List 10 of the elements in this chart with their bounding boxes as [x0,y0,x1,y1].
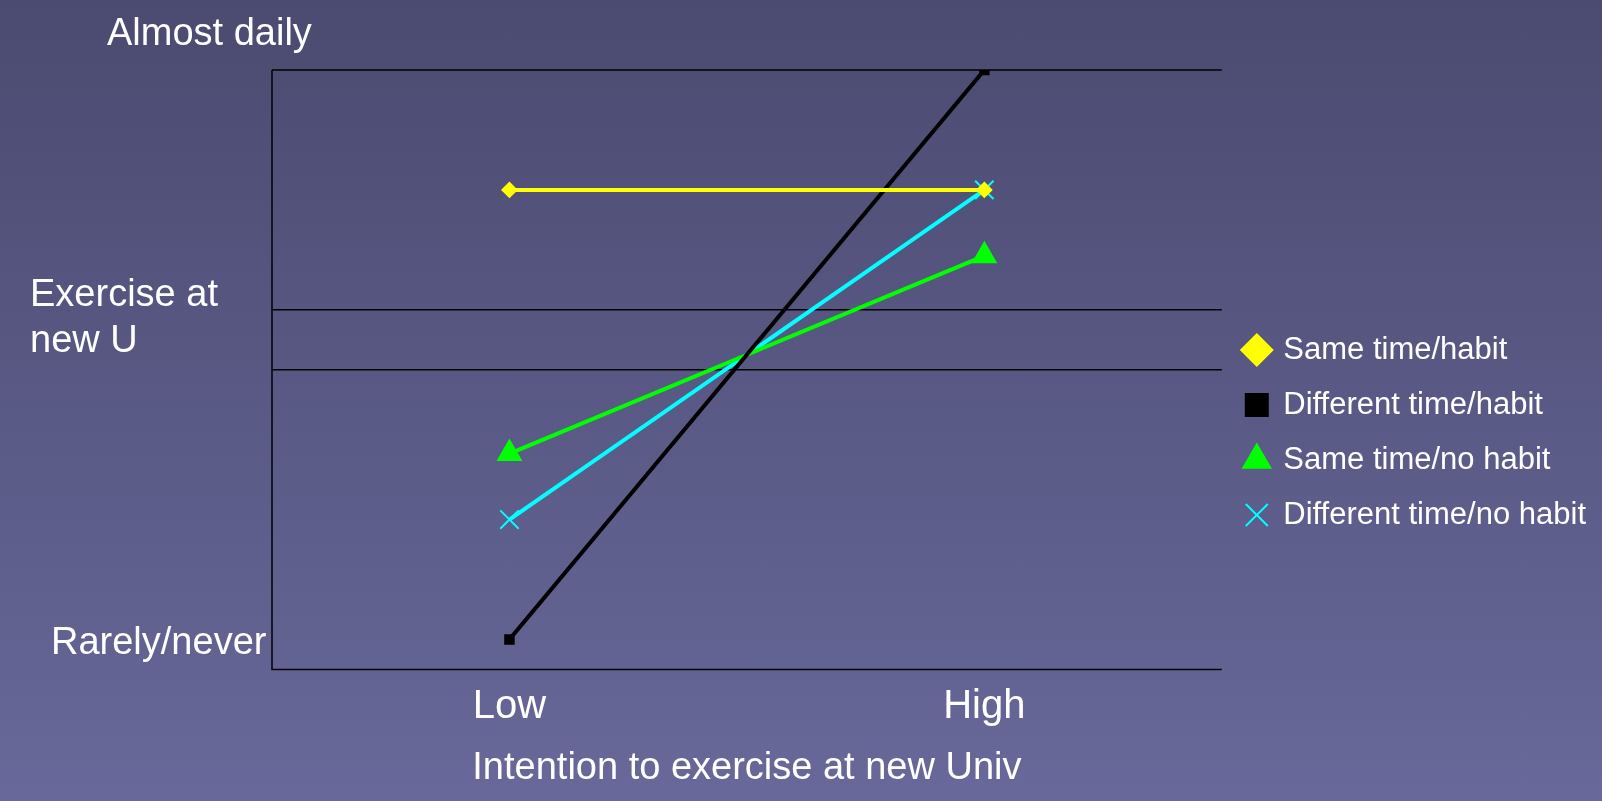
legend-label: Different time/no habit [1283,495,1587,531]
x-axis-title: Intention to exercise at new Univ [472,744,1022,787]
text: Almost daily [107,10,312,54]
legend-label: Same time/habit [1283,330,1508,366]
x-tick-label: High [943,682,1026,727]
x-tick-label: Low [472,682,547,727]
legend-label: Different time/habit [1283,385,1544,421]
y-axis-title: Exercise at new U [30,271,219,362]
text: Rarely/never [51,619,267,664]
legend-label: Same time/no habit [1283,440,1551,476]
